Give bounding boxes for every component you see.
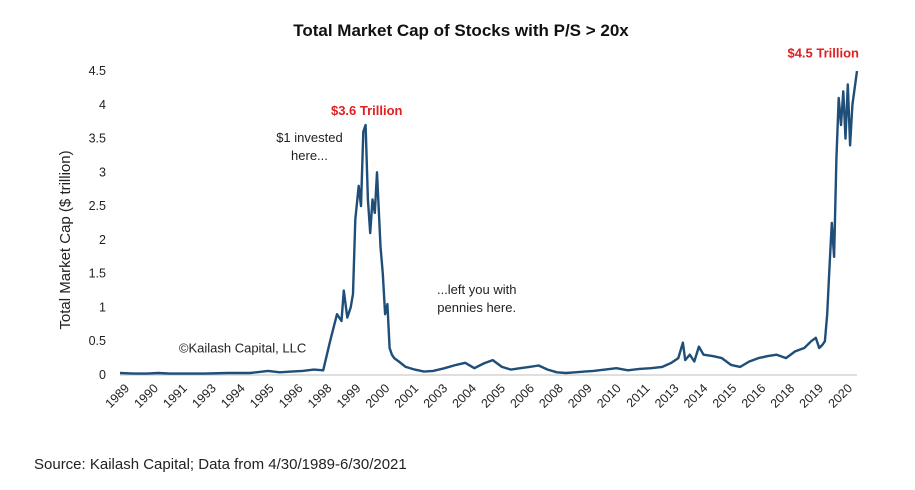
annotations: $3.6 Trillion $4.5 Trillion $1 invested her… [179, 45, 859, 355]
y-tick-label: 0.5 [89, 334, 106, 348]
y-tick-label: 2 [99, 233, 106, 247]
x-tick-label: 2014 [681, 381, 711, 411]
value-callout: $3.6 Trillion [331, 103, 403, 118]
x-tick-label: 1999 [334, 381, 364, 411]
x-tick-label: 2000 [363, 381, 393, 411]
x-tick-label: 1994 [218, 381, 248, 411]
x-tick-label: 2004 [450, 381, 480, 411]
annotation-text: ...left you with pennies here. [437, 282, 516, 315]
x-tick-label: 2006 [507, 381, 537, 411]
source-note: Source: Kailash Capital; Data from 4/30/… [34, 456, 407, 473]
y-tick-label: 2.5 [89, 199, 106, 213]
x-tick-label: 2016 [739, 381, 769, 411]
y-axis: 0 0.5 1 1.5 2 2.5 3 3.5 4 4.5 [89, 64, 106, 382]
x-tick-label: 1993 [189, 381, 219, 411]
market-cap-chart: Total Market Cap of Stocks with P/S > 20… [57, 21, 859, 411]
annotation-line: pennies here. [437, 300, 516, 315]
x-tick-label: 1998 [305, 381, 335, 411]
x-tick-label: 1995 [247, 381, 277, 411]
y-tick-label: 4 [99, 98, 106, 112]
x-tick-label: 2011 [624, 381, 653, 410]
y-tick-label: 1 [99, 300, 106, 314]
x-tick-label: 2013 [652, 381, 682, 411]
x-tick-label: 2010 [594, 381, 624, 411]
x-tick-label: 2020 [826, 381, 856, 411]
x-tick-label: 2019 [797, 381, 827, 411]
x-tick-label: 1989 [103, 381, 133, 411]
copyright-note: ©Kailash Capital, LLC [179, 341, 306, 356]
x-tick-label: 2001 [392, 381, 422, 411]
annotation-line: ...left you with [437, 282, 516, 297]
x-tick-label: 1996 [276, 381, 306, 411]
value-callout: $4.5 Trillion [787, 45, 859, 60]
chart-title: Total Market Cap of Stocks with P/S > 20… [293, 21, 629, 40]
x-tick-label: 2008 [536, 381, 566, 411]
y-tick-label: 4.5 [89, 64, 106, 78]
x-tick-label: 2005 [479, 381, 509, 411]
series-line [119, 70, 859, 375]
y-axis-label: Total Market Cap ($ trillion) [57, 150, 74, 329]
y-tick-label: 3 [99, 165, 106, 179]
x-tick-label: 2009 [565, 381, 595, 411]
x-tick-label: 2015 [710, 381, 740, 411]
annotation-text: $1 invested here... [276, 130, 343, 163]
y-tick-label: 3.5 [89, 132, 106, 146]
x-axis: 1989 1990 1991 1993 1994 1995 1996 1998 1999 2000… [103, 381, 856, 411]
annotation-line: $1 invested [276, 130, 343, 145]
x-tick-label: 2018 [768, 381, 798, 411]
x-tick-label: 1990 [131, 381, 161, 411]
y-tick-label: 0 [99, 368, 106, 382]
x-tick-label: 1991 [160, 381, 190, 411]
y-tick-label: 1.5 [89, 267, 106, 281]
annotation-line: here... [291, 148, 328, 163]
x-tick-label: 2003 [421, 381, 451, 411]
